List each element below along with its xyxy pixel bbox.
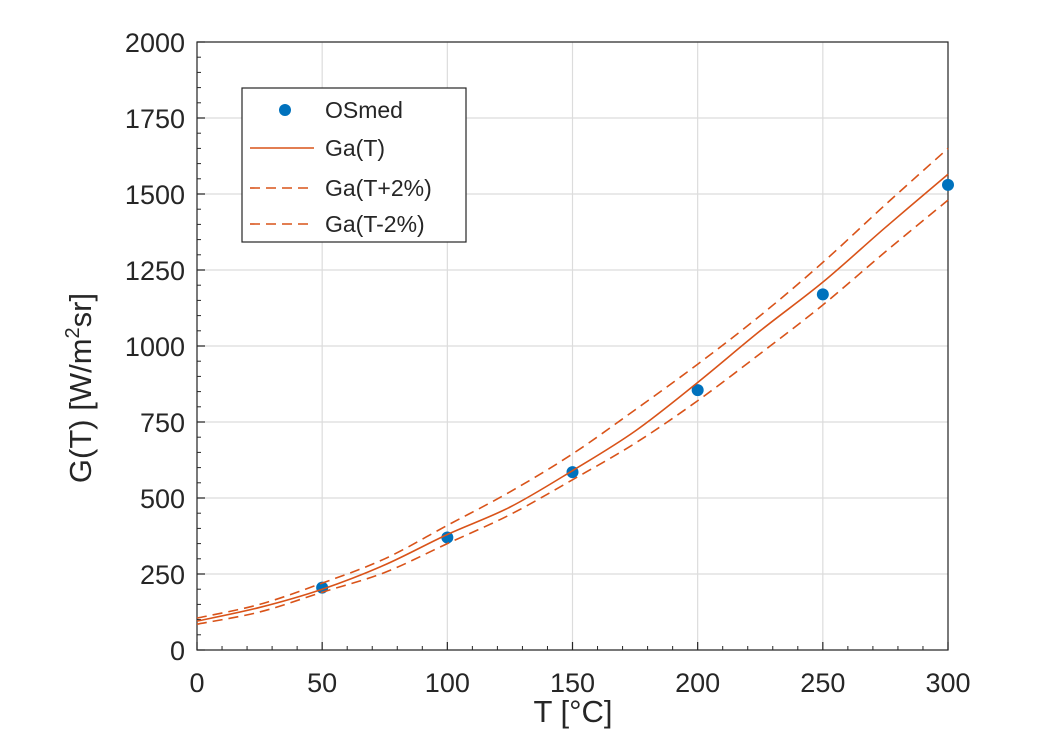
data-point-osmed-3: [691, 384, 704, 397]
x-tick-label-1: 50: [307, 668, 337, 698]
series-layer: [196, 147, 954, 625]
legend-marker-osmed: [279, 104, 291, 116]
y-axis-title-prefix: G(T) [W/m: [63, 338, 98, 483]
y-tick-label-5: 1250: [125, 256, 185, 286]
y-tick-label-4: 1000: [125, 332, 185, 362]
x-tick-label-2: 100: [425, 668, 470, 698]
series-line-ga-t: [196, 173, 949, 622]
legend-box: [241, 87, 467, 243]
y-axis-title-sup: 2: [62, 327, 84, 338]
y-tick-label-2: 500: [140, 484, 185, 514]
y-axis-title-suffix: sr]: [63, 293, 98, 327]
x-axis-title: T [°C]: [534, 694, 613, 729]
y-tick-label-3: 750: [140, 408, 185, 438]
y-tick-label-1: 250: [140, 560, 185, 590]
y-tick-label-8: 2000: [125, 28, 185, 58]
legend-label-ga-minus: Ga(T-2%): [325, 211, 425, 237]
tick-labels: 0 50 100 150 200 250 300 0 250 500 750 1000 1250 1500…: [125, 28, 971, 698]
legend: OSmed Ga(T) Ga(T+2%) Ga(T-2%): [241, 87, 467, 243]
data-point-osmed-1: [441, 531, 454, 544]
axes: [196, 41, 949, 651]
data-point-osmed-4: [816, 288, 829, 301]
y-tick-label-7: 1750: [125, 104, 185, 134]
y-tick-label-6: 1500: [125, 180, 185, 210]
y-tick-label-0: 0: [170, 636, 185, 666]
legend-label-ga: Ga(T): [325, 135, 385, 161]
x-tick-label-5: 250: [800, 668, 845, 698]
x-tick-label-6: 300: [925, 668, 970, 698]
x-tick-label-3: 150: [550, 668, 595, 698]
legend-label-osmed: OSmed: [325, 97, 403, 123]
y-axis-title: G(T) [W/m2sr]: [62, 293, 98, 483]
series-line-ga-t-2: [196, 199, 949, 625]
legend-label-ga-plus: Ga(T+2%): [325, 175, 432, 201]
series-line-ga-t-2: [196, 147, 949, 619]
x-tick-label-0: 0: [189, 668, 204, 698]
x-tick-label-4: 200: [675, 668, 720, 698]
data-point-osmed-5: [942, 178, 954, 191]
